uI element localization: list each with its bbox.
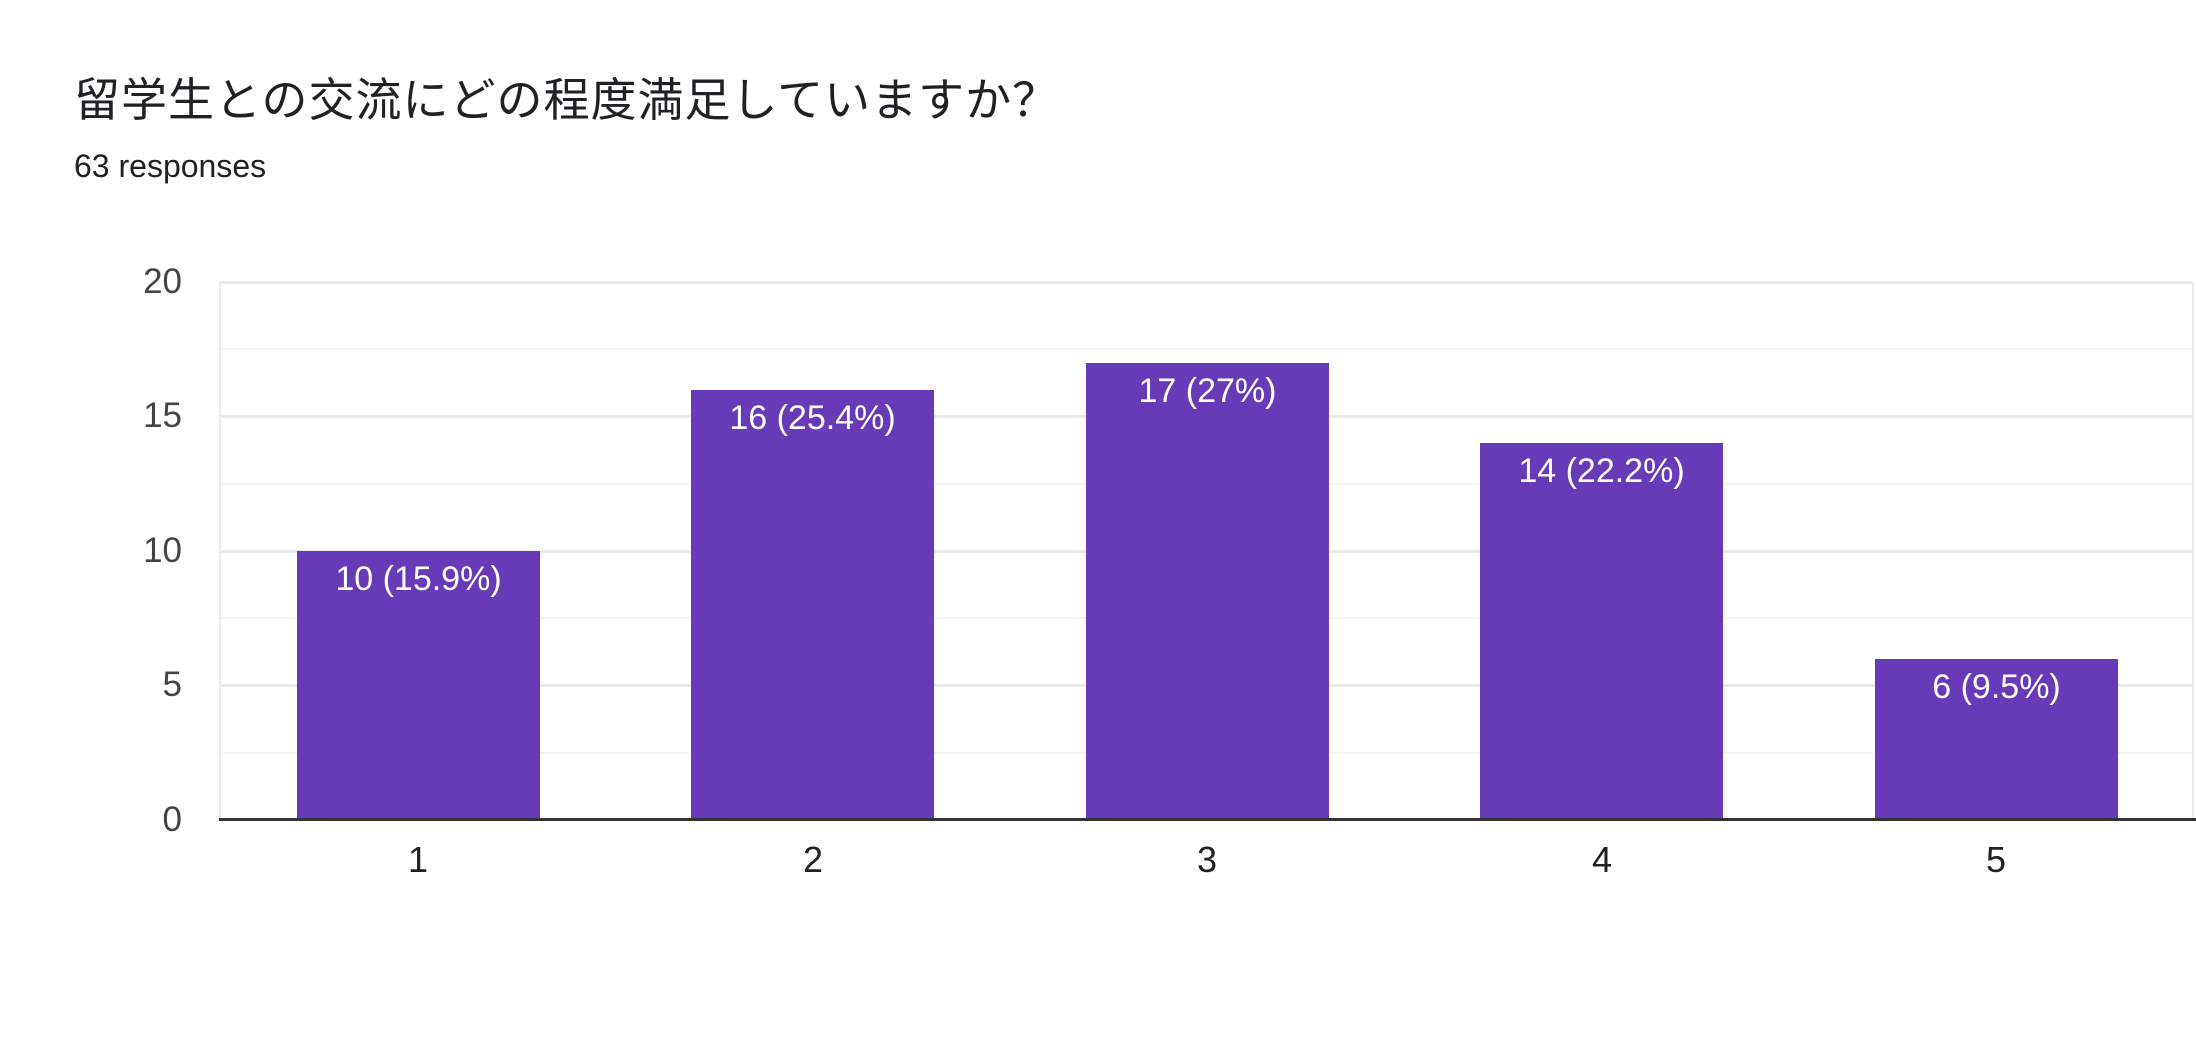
bar-1-label: 10 (15.9%) bbox=[335, 560, 502, 598]
bar-4[interactable]: 14 (22.2%) bbox=[1480, 443, 1723, 820]
y-tick-10: 10 bbox=[143, 531, 182, 570]
bar-1[interactable]: 10 (15.9%) bbox=[297, 551, 540, 820]
x-tick-4: 4 bbox=[1591, 839, 1613, 880]
y-tick-20: 20 bbox=[143, 262, 182, 301]
bar-3-label: 17 (27%) bbox=[1138, 372, 1277, 410]
bar-4-label: 14 (22.2%) bbox=[1518, 452, 1685, 490]
chart-title: 留学生との交流にどの程度満足していますか？ bbox=[74, 73, 1060, 127]
x-tick-3: 3 bbox=[1196, 839, 1218, 880]
x-axis-baseline bbox=[219, 818, 2196, 821]
response-count: 63 responses bbox=[74, 148, 267, 184]
bar-5-label: 6 (9.5%) bbox=[1932, 668, 2061, 706]
x-tick-1: 1 bbox=[407, 839, 429, 880]
bar-2-label: 16 (25.4%) bbox=[729, 399, 896, 437]
x-tick-5: 5 bbox=[1985, 839, 2007, 880]
bar-3[interactable]: 17 (27%) bbox=[1086, 363, 1329, 820]
bar-5[interactable]: 6 (9.5%) bbox=[1875, 659, 2118, 820]
x-tick-2: 2 bbox=[802, 839, 824, 880]
bar-2[interactable]: 16 (25.4%) bbox=[691, 390, 934, 820]
gridline-17-5 bbox=[221, 348, 2192, 350]
y-tick-15: 15 bbox=[143, 396, 182, 435]
gridline-20 bbox=[221, 281, 2192, 284]
y-tick-0: 0 bbox=[162, 800, 182, 839]
y-tick-5: 5 bbox=[162, 665, 182, 704]
